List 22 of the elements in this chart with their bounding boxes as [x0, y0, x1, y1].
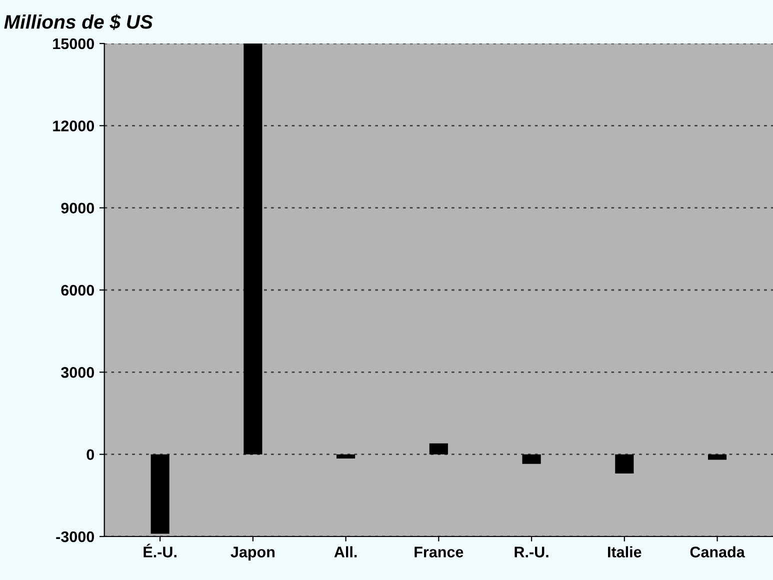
y-tick-label: 6000: [61, 284, 94, 296]
y-tick-label: 9000: [61, 202, 94, 214]
bar: [244, 44, 262, 454]
x-tick-label: Italie: [608, 546, 642, 558]
y-tick-label: 0: [86, 449, 94, 460]
y-tick-label: 3000: [61, 367, 94, 378]
y-axis-title: Millions de $ US: [4, 14, 153, 30]
x-tick-label: All.: [334, 546, 357, 558]
bar: [150, 454, 170, 534]
bar: [615, 454, 634, 474]
x-tick-label: Japon: [230, 546, 274, 560]
bar: [708, 454, 727, 460]
bar: [522, 454, 541, 464]
x-tick-label: Canada: [690, 546, 745, 558]
y-tick-label: 15000: [53, 38, 94, 50]
bar: [429, 443, 448, 454]
x-tick-label: R.-U.: [514, 546, 548, 558]
y-tick-label: -3000: [56, 531, 94, 542]
bar: [336, 454, 356, 458]
y-tick-label: 12000: [53, 120, 94, 132]
x-tick-label: É.-U.: [144, 544, 176, 558]
x-tick-label: France: [414, 546, 464, 558]
